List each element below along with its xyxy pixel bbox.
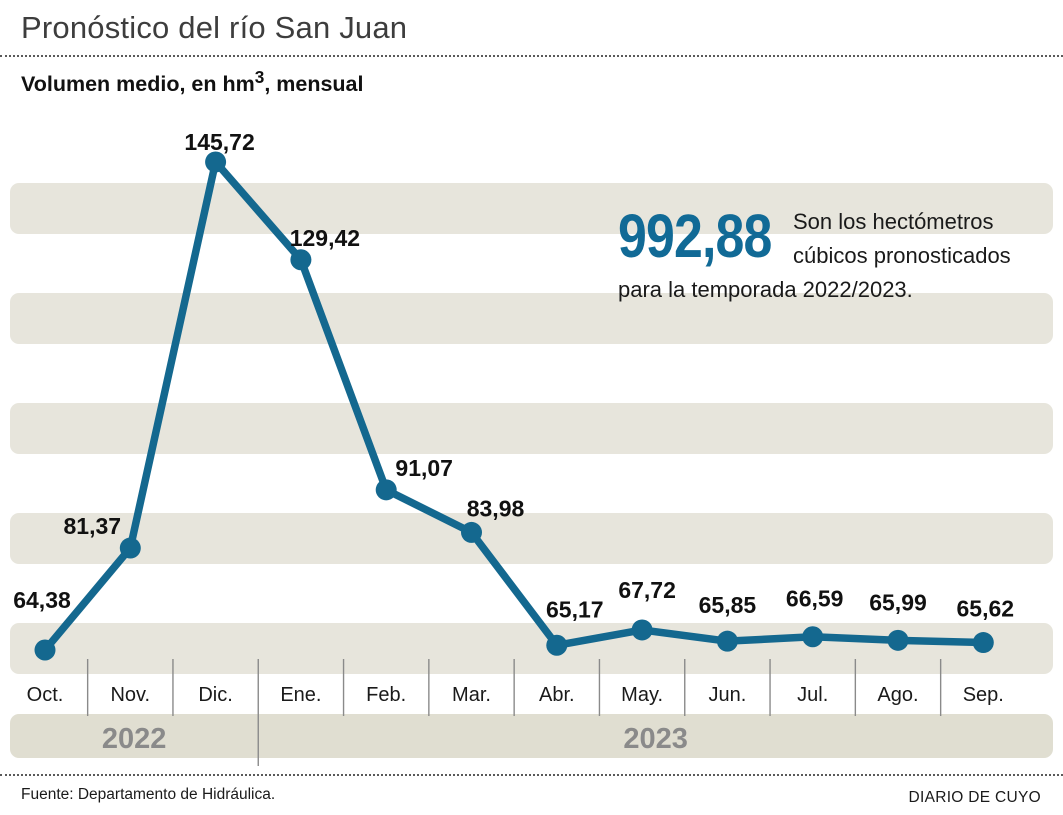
subtitle-text: Volumen medio, en hm (21, 72, 255, 96)
year-band (10, 714, 1053, 758)
data-point-label: 145,72 (184, 129, 254, 155)
x-axis-label: Oct. (27, 684, 64, 706)
data-point (375, 479, 397, 501)
x-axis-label: Dic. (198, 684, 232, 706)
data-point (631, 619, 653, 641)
x-axis-label: Mar. (452, 684, 491, 706)
data-point-label: 91,07 (395, 455, 453, 481)
grid-stripe (10, 513, 1053, 564)
year-label-2023: 2023 (623, 723, 688, 755)
x-axis-label: Jul. (797, 684, 828, 706)
x-axis-label: Ago. (877, 684, 918, 706)
subtitle-superscript: 3 (254, 67, 265, 88)
data-point-label: 65,85 (699, 592, 757, 618)
x-axis-label: Ene. (280, 684, 321, 706)
data-point (205, 151, 227, 173)
x-axis-label: Nov. (110, 684, 150, 706)
data-point (290, 249, 312, 271)
grid-stripe (10, 403, 1053, 454)
data-point (972, 632, 994, 654)
data-point (887, 629, 909, 651)
data-point-label: 65,17 (546, 596, 604, 622)
x-axis-label: Sep. (963, 684, 1004, 706)
source-note: Fuente: Departamento de Hidráulica. (21, 786, 276, 803)
data-point-label: 65,99 (869, 589, 927, 615)
line-chart: 2022 2023 Oct. Nov. Dic. Ene. Feb. Mar. Abr. May.… (10, 129, 1053, 766)
year-label-2022: 2022 (102, 723, 167, 755)
subtitle-text-suffix: , mensual (264, 72, 364, 96)
x-axis-label: Feb. (366, 684, 406, 706)
x-axis-label: Abr. (539, 684, 575, 706)
data-line (41, 158, 988, 654)
data-point (546, 634, 568, 656)
season-total-text: Son los hectómetros cúbicos pronosticado… (618, 209, 1011, 302)
data-point-label: 129,42 (290, 225, 360, 251)
data-point-label: 67,72 (618, 577, 676, 603)
data-point-label: 81,37 (64, 513, 122, 539)
chart-subtitle: Volumen medio, en hm3, mensual (21, 67, 364, 97)
data-point (716, 630, 738, 652)
season-total-value: 992,88 (618, 202, 772, 270)
x-axis-label: May. (621, 684, 663, 706)
data-point (461, 521, 482, 543)
data-point-label: 66,59 (786, 586, 844, 612)
season-total-callout: 992,88 Son los hectómetros cúbicos prono… (618, 205, 1032, 307)
top-dotted-divider (0, 55, 1063, 57)
data-point-label: 64,38 (13, 587, 71, 613)
credit: DIARIO DE CUYO (908, 789, 1041, 806)
data-point-label: 65,62 (957, 596, 1015, 622)
data-point (802, 626, 824, 648)
data-point-label: 83,98 (467, 495, 525, 521)
page-title: Pronóstico del río San Juan (21, 10, 408, 45)
data-point (119, 537, 141, 559)
grid-stripe (10, 293, 1053, 344)
bottom-dotted-divider (0, 774, 1063, 776)
x-axis-label: Jun. (708, 684, 746, 706)
data-point (34, 639, 56, 661)
